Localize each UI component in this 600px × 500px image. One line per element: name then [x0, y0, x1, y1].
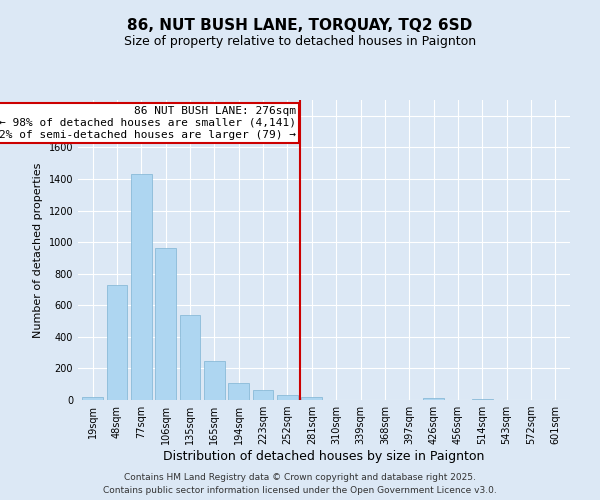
Bar: [423, 398, 444, 400]
Bar: [472, 399, 493, 400]
Text: 86 NUT BUSH LANE: 276sqm
← 98% of detached houses are smaller (4,141)
2% of semi: 86 NUT BUSH LANE: 276sqm ← 98% of detach…: [0, 106, 296, 140]
Bar: [277, 396, 298, 400]
Bar: [107, 284, 127, 400]
Bar: [82, 397, 103, 400]
Text: Size of property relative to detached houses in Paignton: Size of property relative to detached ho…: [124, 35, 476, 48]
Text: 86, NUT BUSH LANE, TORQUAY, TQ2 6SD: 86, NUT BUSH LANE, TORQUAY, TQ2 6SD: [127, 18, 473, 32]
Bar: [179, 314, 200, 400]
Text: Contains HM Land Registry data © Crown copyright and database right 2025.
Contai: Contains HM Land Registry data © Crown c…: [103, 474, 497, 495]
Bar: [229, 384, 249, 400]
Bar: [204, 360, 225, 400]
Y-axis label: Number of detached properties: Number of detached properties: [33, 162, 43, 338]
Bar: [253, 390, 274, 400]
Bar: [301, 397, 322, 400]
X-axis label: Distribution of detached houses by size in Paignton: Distribution of detached houses by size …: [163, 450, 485, 463]
Bar: [155, 248, 176, 400]
Bar: [131, 174, 152, 400]
